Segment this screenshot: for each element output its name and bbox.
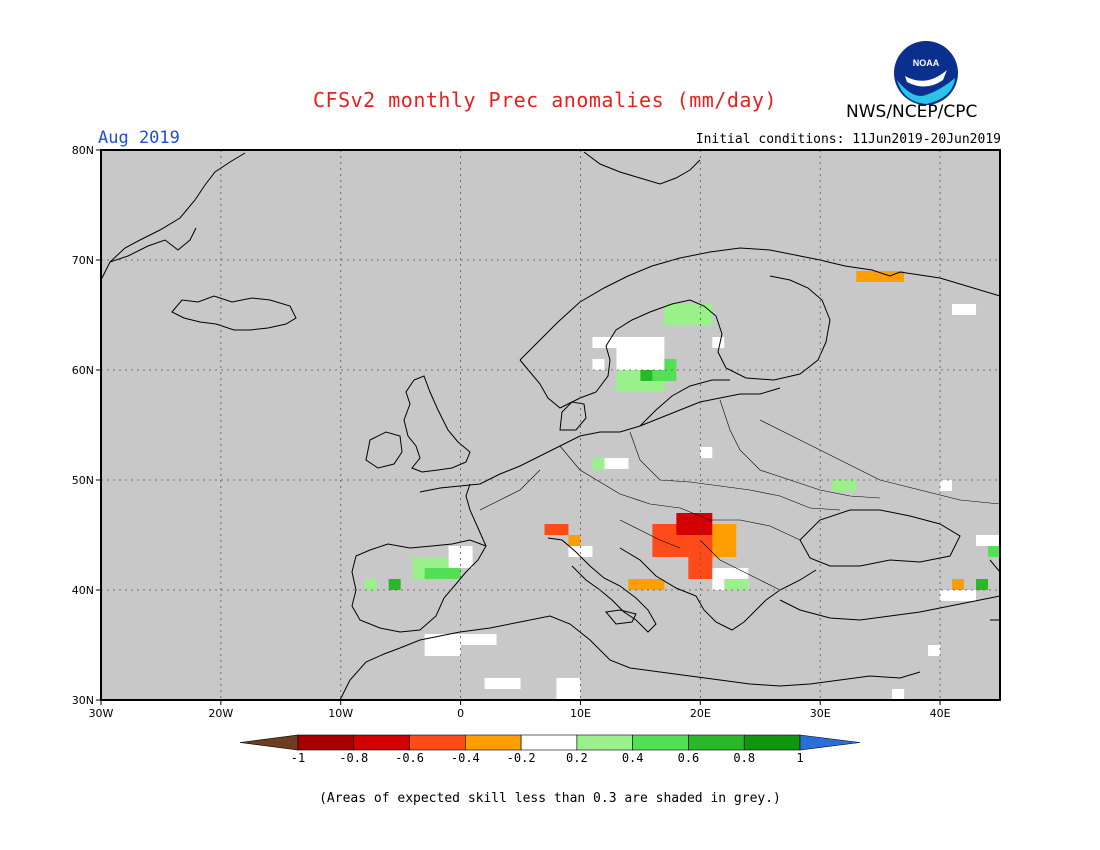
lat-label: 70N	[72, 254, 94, 267]
legend-label: 0.6	[678, 751, 700, 765]
anomaly-cell	[976, 579, 989, 590]
anomaly-cell	[568, 546, 593, 557]
anomaly-cell	[592, 359, 605, 370]
anomaly-cell	[616, 337, 665, 370]
lat-label: 40N	[72, 584, 94, 597]
lon-label: 10W	[328, 707, 353, 720]
anomaly-cell	[832, 480, 857, 491]
anomaly-cell	[940, 590, 977, 601]
map-background	[101, 150, 1000, 700]
anomaly-cell	[664, 304, 713, 326]
anomaly-cell	[952, 304, 977, 315]
anomaly-cell	[460, 634, 497, 645]
axis-ticks	[96, 149, 941, 705]
lat-label: 50N	[72, 474, 94, 487]
anomaly-cell	[448, 546, 473, 568]
anomaly-cell	[544, 524, 569, 535]
legend-swatch	[688, 734, 745, 751]
lat-label: 30N	[72, 694, 94, 707]
logo-text: NOAA	[913, 58, 940, 68]
latitude-labels: 80N 70N 60N 50N 40N 30N	[72, 144, 94, 707]
legend-label: 0.4	[622, 751, 644, 765]
anomaly-cell	[604, 458, 629, 469]
anomaly-cell	[676, 513, 713, 535]
legend-arrow-low	[239, 734, 299, 751]
anomaly-cell	[892, 689, 905, 700]
legend-label: -0.2	[507, 751, 536, 765]
legend-swatch	[297, 734, 355, 751]
anomaly-cell	[592, 337, 617, 348]
legend-swatch	[520, 734, 578, 751]
lon-label: 20W	[208, 707, 233, 720]
anomaly-cell	[484, 678, 521, 689]
color-legend: -1 -0.8 -0.6 -0.4 -0.2 0.2 0.4 0.6 0.8 1	[239, 734, 861, 765]
anomaly-cell	[712, 337, 725, 348]
legend-swatch	[353, 734, 410, 751]
anomaly-cell	[952, 579, 965, 590]
chart-title: CFSv2 monthly Prec anomalies (mm/day)	[312, 88, 778, 112]
legend-swatch	[743, 734, 801, 751]
skill-caption: (Areas of expected skill less than 0.3 a…	[319, 791, 781, 806]
country-borders	[479, 399, 1001, 591]
lon-label: 30W	[89, 707, 114, 720]
agency-label: NWS/NCEP/CPC	[846, 102, 978, 122]
map-area: 30W 20W 10W 0 10E 20E 30E 40E 80N 70N 60N 50N 40N 30…	[72, 144, 1001, 720]
lat-label: 80N	[72, 144, 94, 157]
anomaly-cells	[364, 271, 1000, 700]
graticule	[101, 150, 1000, 700]
longitude-labels: 30W 20W 10W 0 10E 20E 30E 40E	[89, 707, 951, 720]
anomaly-cell	[556, 678, 581, 700]
anomaly-cell	[688, 557, 713, 579]
legend-swatch	[632, 734, 689, 751]
lon-label: 10E	[570, 707, 591, 720]
anomaly-cell	[568, 535, 581, 546]
anomaly-cell	[928, 645, 941, 656]
anomaly-cell	[856, 271, 905, 282]
lon-label: 0	[457, 707, 464, 720]
legend-swatch	[576, 734, 633, 751]
initial-conditions: Initial conditions: 11Jun2019-20Jun2019	[695, 132, 1001, 147]
legend-label: -0.4	[451, 751, 480, 765]
anomaly-cell	[364, 579, 377, 590]
map-frame	[100, 149, 1001, 701]
legend-label: 0.2	[566, 751, 588, 765]
legend-label: -0.8	[339, 751, 368, 765]
anomaly-cell	[940, 480, 953, 491]
forecast-month: Aug 2019	[98, 128, 180, 148]
anomaly-cell	[388, 579, 401, 590]
anomaly-cell	[640, 370, 653, 381]
anomaly-cell	[988, 546, 1000, 557]
lon-label: 30E	[810, 707, 831, 720]
anomaly-cell	[424, 568, 461, 579]
lon-label: 40E	[930, 707, 951, 720]
coastlines	[100, 151, 1001, 701]
anomaly-cell	[712, 524, 737, 557]
legend-swatch	[465, 734, 522, 751]
legend-label: 0.8	[733, 751, 755, 765]
anomaly-cell	[976, 535, 1000, 546]
lat-label: 60N	[72, 364, 94, 377]
anomaly-cell	[592, 458, 605, 469]
logo: NOAA	[893, 40, 959, 106]
anomaly-cell	[628, 579, 665, 590]
legend-label: 1	[796, 751, 803, 765]
lon-label: 20E	[690, 707, 711, 720]
legend-arrow-high	[799, 734, 861, 751]
legend-label: -1	[291, 751, 305, 765]
anomaly-cell	[700, 447, 713, 458]
anomaly-cell	[424, 634, 461, 656]
anomaly-cell	[724, 579, 749, 590]
legend-swatch	[409, 734, 466, 751]
legend-label: -0.6	[395, 751, 424, 765]
